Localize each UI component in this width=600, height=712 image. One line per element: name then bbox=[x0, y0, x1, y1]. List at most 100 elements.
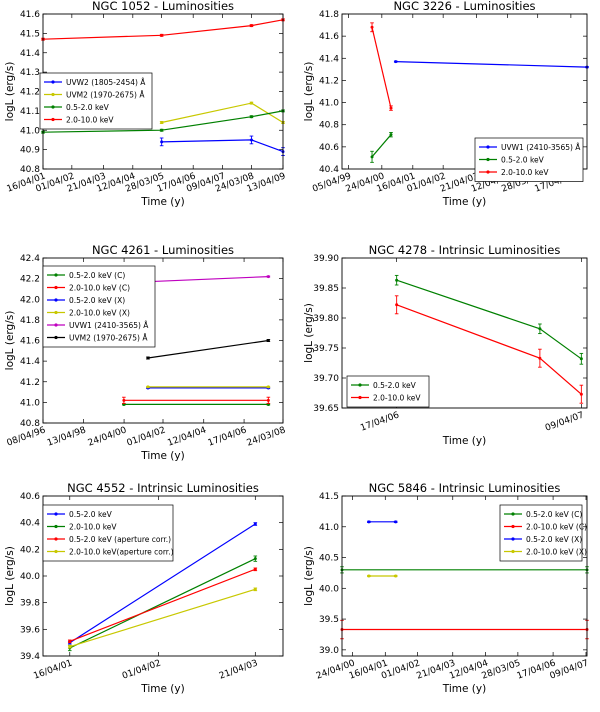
data-point bbox=[253, 567, 257, 571]
x-tick-label: 24/04/00 bbox=[87, 425, 129, 448]
plot-frame bbox=[341, 495, 588, 657]
y-tick-label: 41.3 bbox=[20, 68, 40, 78]
x-axis-label: Time (y) bbox=[140, 450, 184, 462]
y-tick-label: 40.6 bbox=[319, 143, 339, 153]
x-tick-label: 21/04/03 bbox=[218, 658, 259, 681]
chart-title: NGC 1052 - Luminosities bbox=[92, 0, 234, 13]
legend-marker bbox=[51, 105, 55, 109]
panel-ngc4278: NGC 4278 - Intrinsic Luminosities 39.65 39… bbox=[303, 243, 588, 447]
y-axis-label: logL (erg/s) bbox=[4, 62, 16, 122]
x-axis-label: Time (y) bbox=[442, 683, 486, 695]
legend-label: 0.5-2.0 keV (X) bbox=[526, 535, 582, 544]
y-tick-label: 41.2 bbox=[319, 76, 339, 86]
data-point bbox=[160, 128, 164, 132]
x-axis-label: Time (y) bbox=[140, 683, 184, 695]
data-point bbox=[249, 24, 253, 28]
data-point bbox=[370, 25, 374, 29]
data-point bbox=[253, 522, 257, 526]
data-point bbox=[394, 60, 398, 64]
y-tick-label: 41.4 bbox=[20, 357, 40, 367]
panel-ngc5846: NGC 5846 - Intrinsic Luminosities 39.0 39.… bbox=[303, 481, 590, 695]
x-tick-label: 17/04/06 bbox=[207, 425, 249, 448]
y-tick-label: 41.6 bbox=[20, 10, 40, 20]
series-line-2 bbox=[371, 27, 392, 109]
data-point bbox=[579, 357, 583, 361]
panel-ngc1052: NGC 1052 - Luminosities 40.8 40.9 41.0 41.1 4… bbox=[4, 0, 287, 208]
data-point bbox=[266, 339, 270, 342]
y-tick-label: 41.0 bbox=[319, 523, 339, 533]
data-point bbox=[389, 133, 393, 137]
legend-marker bbox=[51, 117, 55, 122]
data-point bbox=[249, 101, 253, 105]
x-axis-label: Time (y) bbox=[140, 196, 184, 208]
y-tick-label: 40.9 bbox=[20, 146, 40, 156]
legend-label: 2.0-10.0 keV (C) bbox=[526, 523, 587, 532]
legend-label: 2.0-10.0 keV bbox=[66, 116, 114, 125]
legend-label: 2.0-10.0 keV bbox=[373, 394, 421, 403]
y-tick-label: 41.6 bbox=[319, 32, 339, 42]
y-tick-label: 42.0 bbox=[20, 295, 40, 305]
y-tick-label: 39.6 bbox=[20, 625, 40, 635]
legend-marker bbox=[54, 273, 58, 277]
data-point bbox=[367, 520, 371, 524]
panel-ngc4552: NGC 4552 - Intrinsic Luminosities 39.4 39.… bbox=[4, 481, 284, 695]
y-tick-label: 41.4 bbox=[20, 49, 40, 59]
series-line-2 bbox=[69, 568, 256, 642]
legend-marker bbox=[486, 157, 490, 162]
chart-title: NGC 5846 - Intrinsic Luminosities bbox=[369, 481, 561, 495]
legend-label: 2.0-10.0 keV (C) bbox=[69, 284, 130, 293]
data-point bbox=[249, 115, 253, 119]
panel-ngc4261: NGC 4261 - Luminosities 40.8 41.0 41.2 41.4 4… bbox=[4, 243, 287, 462]
data-point bbox=[68, 639, 72, 643]
series-line-0 bbox=[396, 279, 582, 360]
y-axis-label: logL (erg/s) bbox=[303, 62, 315, 122]
legend-label: 0.5-2.0 keV (aperture corr.) bbox=[69, 535, 171, 544]
y-tick-label: 41.5 bbox=[20, 29, 40, 39]
y-tick-label: 41.2 bbox=[20, 88, 40, 98]
y-tick-label: 40.4 bbox=[20, 519, 40, 529]
data-point bbox=[394, 574, 398, 578]
series-line-1 bbox=[69, 558, 256, 649]
y-tick-label: 42.2 bbox=[20, 275, 40, 285]
data-point bbox=[253, 587, 257, 591]
x-tick-label: 01/04/02 bbox=[126, 425, 167, 448]
y-tick-label: 40.8 bbox=[20, 165, 40, 175]
data-point bbox=[266, 385, 270, 389]
data-point bbox=[160, 121, 164, 124]
legend-marker bbox=[54, 537, 58, 541]
x-tick-label: 12/04/04 bbox=[166, 425, 208, 448]
legend-marker bbox=[486, 170, 490, 174]
y-tick-label: 39.8 bbox=[20, 599, 40, 609]
legend-label: 2.0-10.0 keV (X) bbox=[526, 548, 587, 557]
panel-ngc3226: NGC 3226 - Luminosities 40.4 40.6 40.8 41.0 4… bbox=[303, 0, 589, 208]
series-line-5 bbox=[147, 339, 269, 359]
legend-marker bbox=[358, 383, 362, 387]
y-tick-label: 39.70 bbox=[313, 374, 339, 384]
y-tick-label: 39.0 bbox=[319, 646, 339, 656]
legend: UVW1 (2410-3565) Å 0.5-2.0 keV 2.0-10.0 ke… bbox=[474, 137, 584, 182]
legend-marker bbox=[54, 549, 58, 554]
data-point bbox=[395, 303, 399, 307]
y-tick-label: 41.1 bbox=[20, 107, 40, 117]
data-point bbox=[394, 520, 398, 524]
y-tick-label: 40.0 bbox=[20, 572, 40, 582]
legend-label: UVW1 (2410-3565) Å bbox=[69, 321, 149, 330]
plot-frame bbox=[341, 13, 588, 170]
y-tick-label: 39.5 bbox=[319, 615, 339, 625]
x-axis-label: Time (y) bbox=[442, 196, 486, 208]
legend: UVW2 (1805-2454) Å UVM2 (1970-2675) Å 0.5-… bbox=[39, 72, 153, 130]
y-tick-label: 40.6 bbox=[20, 492, 40, 502]
legend-marker bbox=[511, 512, 515, 516]
legend-marker bbox=[511, 524, 515, 529]
y-tick-label: 40.2 bbox=[20, 545, 40, 555]
data-point bbox=[160, 140, 164, 144]
legend-marker bbox=[54, 512, 58, 516]
y-tick-label: 41.8 bbox=[20, 316, 40, 326]
legend: 0.5-2.0 keV 2.0-10.0 keV bbox=[346, 375, 430, 408]
x-axis-label: Time (y) bbox=[442, 435, 486, 447]
y-tick-label: 41.8 bbox=[319, 10, 339, 20]
legend-label: UVW1 (2410-3565) Å bbox=[501, 143, 581, 152]
data-point bbox=[579, 392, 583, 396]
data-point bbox=[146, 385, 150, 389]
y-axis-label: logL (erg/s) bbox=[4, 546, 16, 606]
